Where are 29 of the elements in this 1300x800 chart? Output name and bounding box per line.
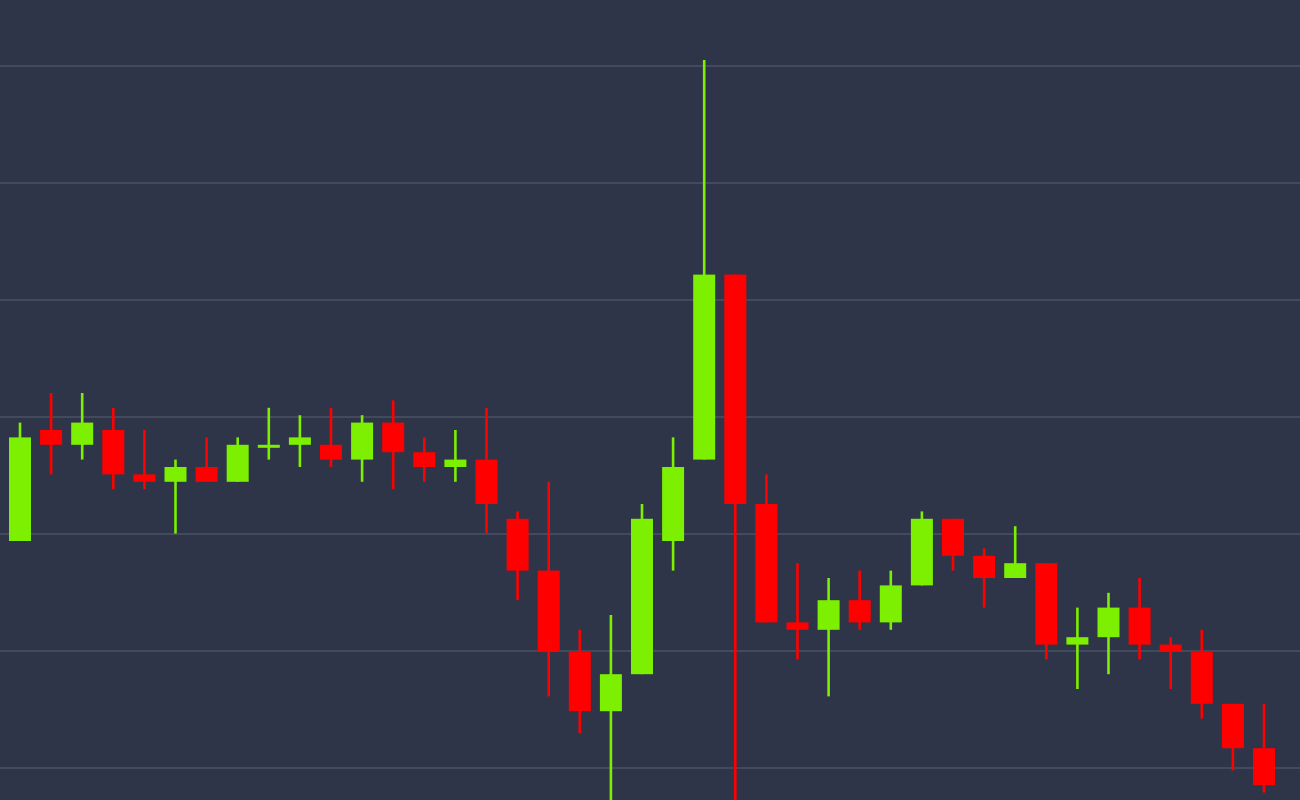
candlestick xyxy=(1253,702,1275,794)
candlestick xyxy=(413,436,436,484)
candlestick xyxy=(879,569,902,632)
candlestick xyxy=(40,391,63,476)
candlestick xyxy=(1097,591,1120,676)
candlestick xyxy=(973,547,996,609)
candlestick xyxy=(1159,635,1182,691)
candlestick xyxy=(1066,606,1089,691)
candlestick xyxy=(942,517,964,572)
candlestick xyxy=(817,576,840,698)
candlestick xyxy=(226,436,249,484)
candlestick xyxy=(351,413,374,484)
candlestick xyxy=(320,406,342,469)
candlestick xyxy=(133,428,156,491)
candlestick xyxy=(475,406,498,535)
candlestick xyxy=(195,436,218,484)
candlestick xyxy=(102,406,125,491)
candlestick xyxy=(164,458,187,535)
candlestick xyxy=(257,406,280,461)
candlestick xyxy=(444,428,467,484)
candlestick xyxy=(382,399,405,491)
candlestick xyxy=(288,413,311,469)
candlestick xyxy=(786,561,809,661)
candlestick xyxy=(71,391,94,461)
candlestick xyxy=(848,569,871,632)
candlestick xyxy=(599,613,622,800)
candlestick xyxy=(1004,524,1027,580)
candlestick xyxy=(1128,576,1151,661)
candlestick xyxy=(1221,702,1244,772)
